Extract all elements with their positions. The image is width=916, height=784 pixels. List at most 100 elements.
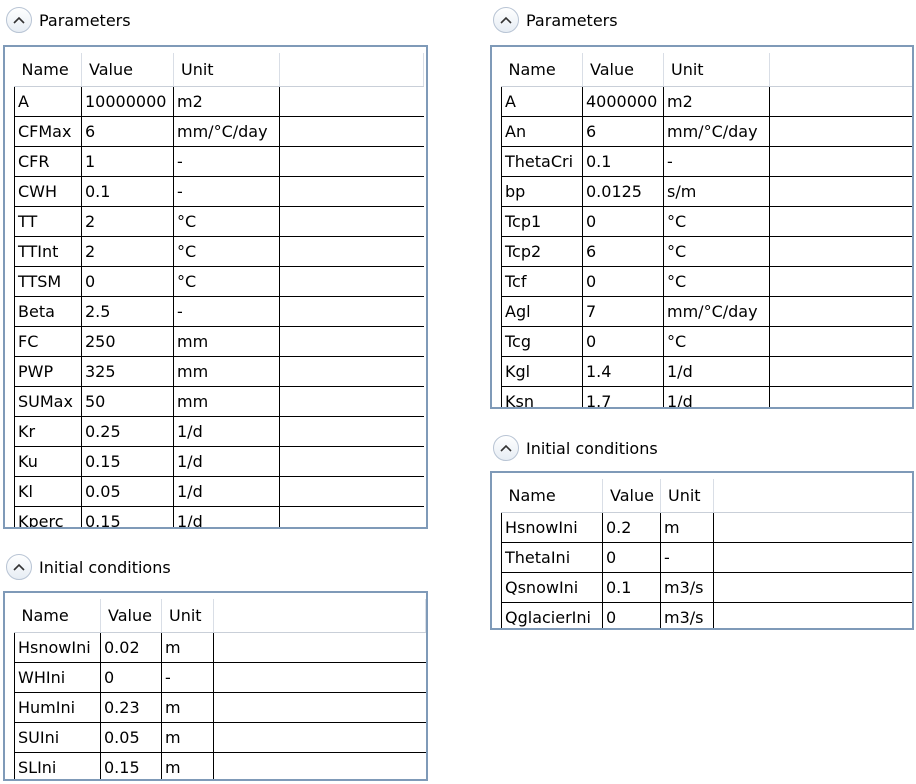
cell-unit[interactable]: - [663, 146, 770, 177]
cell-unit[interactable]: °C [663, 266, 770, 297]
cell-name[interactable]: ThetaIni [501, 542, 603, 573]
table-row[interactable]: TTSM 0 °C [14, 266, 424, 297]
cell-name[interactable]: SUMax [14, 386, 82, 417]
cell-name[interactable]: SLIni [14, 752, 101, 779]
cell-value[interactable]: 2 [81, 236, 174, 267]
column-header-name[interactable]: Name [14, 53, 82, 87]
column-header-unit[interactable]: Unit [173, 53, 280, 87]
cell-unit[interactable]: - [173, 296, 280, 327]
cell-value[interactable]: 0 [582, 326, 664, 357]
cell-value[interactable]: 0.1 [602, 572, 661, 603]
cell-name[interactable]: TT [14, 206, 82, 237]
cell-value[interactable]: 0 [582, 206, 664, 237]
table-row[interactable]: TT 2 °C [14, 206, 424, 237]
cell-unit[interactable]: °C [663, 236, 770, 267]
cell-value[interactable]: 0 [81, 266, 174, 297]
cell-name[interactable]: Ku [14, 446, 82, 477]
cell-name[interactable]: Kperc [14, 506, 82, 527]
cell-name[interactable]: Ksn [501, 386, 583, 407]
column-header-name[interactable]: Name [501, 479, 603, 513]
cell-name[interactable]: A [14, 86, 82, 117]
cell-value[interactable]: 1 [81, 146, 174, 177]
cell-unit[interactable]: - [161, 662, 214, 693]
table-row[interactable]: Tcp1 0 °C [501, 206, 912, 237]
table-row[interactable]: A 10000000 m2 [14, 86, 424, 117]
table-row[interactable]: HsnowIni 0.2 m [501, 512, 912, 543]
cell-unit[interactable]: °C [173, 206, 280, 237]
cell-value[interactable]: 6 [81, 116, 174, 147]
cell-unit[interactable]: 1/d [173, 416, 280, 447]
cell-unit[interactable]: mm/°C/day [173, 116, 280, 147]
cell-name[interactable]: CFMax [14, 116, 82, 147]
cell-unit[interactable]: °C [663, 206, 770, 237]
cell-unit[interactable]: °C [173, 236, 280, 267]
cell-value[interactable]: 0.15 [81, 446, 174, 477]
cell-value[interactable]: 2.5 [81, 296, 174, 327]
cell-unit[interactable]: mm [173, 326, 280, 357]
cell-name[interactable]: QsnowIni [501, 572, 603, 603]
collapse-chevron-up-icon[interactable] [493, 7, 519, 33]
cell-unit[interactable]: mm [173, 386, 280, 417]
cell-name[interactable]: Tcg [501, 326, 583, 357]
cell-name[interactable]: Kl [14, 476, 82, 507]
cell-value[interactable]: 0.23 [100, 692, 162, 723]
cell-value[interactable]: 0 [602, 602, 661, 628]
cell-value[interactable]: 0.05 [100, 722, 162, 753]
cell-name[interactable]: Kr [14, 416, 82, 447]
table-row[interactable]: Kl 0.05 1/d [14, 476, 424, 507]
table-row[interactable]: PWP 325 mm [14, 356, 424, 387]
cell-unit[interactable]: - [173, 146, 280, 177]
cell-name[interactable]: Beta [14, 296, 82, 327]
table-row[interactable]: Tcp2 6 °C [501, 236, 912, 267]
cell-unit[interactable]: m3/s [660, 602, 714, 628]
column-header-unit[interactable]: Unit [660, 479, 714, 513]
table-row[interactable]: Kperc 0.15 1/d [14, 506, 424, 527]
table-row[interactable]: SUMax 50 mm [14, 386, 424, 417]
cell-value[interactable]: 7 [582, 296, 664, 327]
cell-unit[interactable]: m2 [663, 86, 770, 117]
cell-unit[interactable]: 1/d [663, 356, 770, 387]
table-row[interactable]: WHIni 0- [14, 662, 426, 693]
cell-name[interactable]: ThetaCri [501, 146, 583, 177]
column-header-value[interactable]: Value [81, 53, 174, 87]
cell-name[interactable]: An [501, 116, 583, 147]
table-row[interactable]: Ku 0.15 1/d [14, 446, 424, 477]
cell-value[interactable]: 0.15 [100, 752, 162, 779]
cell-unit[interactable]: - [660, 542, 714, 573]
table-row[interactable]: ThetaIni 0- [501, 542, 912, 573]
table-row[interactable]: A 4000000 m2 [501, 86, 912, 117]
cell-value[interactable]: 0.25 [81, 416, 174, 447]
table-row[interactable]: HumIni 0.23 m [14, 692, 426, 723]
cell-value[interactable]: 0.1 [582, 146, 664, 177]
table-row[interactable]: SUIni 0.05 m [14, 722, 426, 753]
cell-value[interactable]: 4000000 [582, 86, 664, 117]
cell-value[interactable]: 6 [582, 236, 664, 267]
cell-unit[interactable]: °C [173, 266, 280, 297]
cell-name[interactable]: FC [14, 326, 82, 357]
column-header-value[interactable]: Value [582, 53, 664, 87]
table-row[interactable]: QsnowIni 0.1 m3/s [501, 572, 912, 603]
cell-unit[interactable]: mm/°C/day [663, 116, 770, 147]
cell-value[interactable]: 6 [582, 116, 664, 147]
table-row[interactable]: Kgl 1.4 1/d [501, 356, 912, 387]
table-row[interactable]: Kr 0.25 1/d [14, 416, 424, 447]
cell-unit[interactable]: m [161, 692, 214, 723]
cell-value[interactable]: 0 [582, 266, 664, 297]
cell-name[interactable]: Tcp1 [501, 206, 583, 237]
cell-name[interactable]: A [501, 86, 583, 117]
cell-name[interactable]: HumIni [14, 692, 101, 723]
cell-unit[interactable]: m3/s [660, 572, 714, 603]
column-header-value[interactable]: Value [602, 479, 661, 513]
table-row[interactable]: SLIni 0.15 m [14, 752, 426, 779]
table-row[interactable]: CFR 1- [14, 146, 424, 177]
cell-value[interactable]: 10000000 [81, 86, 174, 117]
column-header-unit[interactable]: Unit [663, 53, 770, 87]
cell-name[interactable]: QglacierIni [501, 602, 603, 628]
cell-name[interactable]: CFR [14, 146, 82, 177]
table-row[interactable]: QglacierIni 0 m3/s [501, 602, 913, 628]
cell-unit[interactable]: 1/d [173, 476, 280, 507]
cell-value[interactable]: 0.05 [81, 476, 174, 507]
cell-value[interactable]: 0.1 [81, 176, 174, 207]
cell-name[interactable]: Agl [501, 296, 583, 327]
cell-value[interactable]: 1.4 [582, 356, 664, 387]
